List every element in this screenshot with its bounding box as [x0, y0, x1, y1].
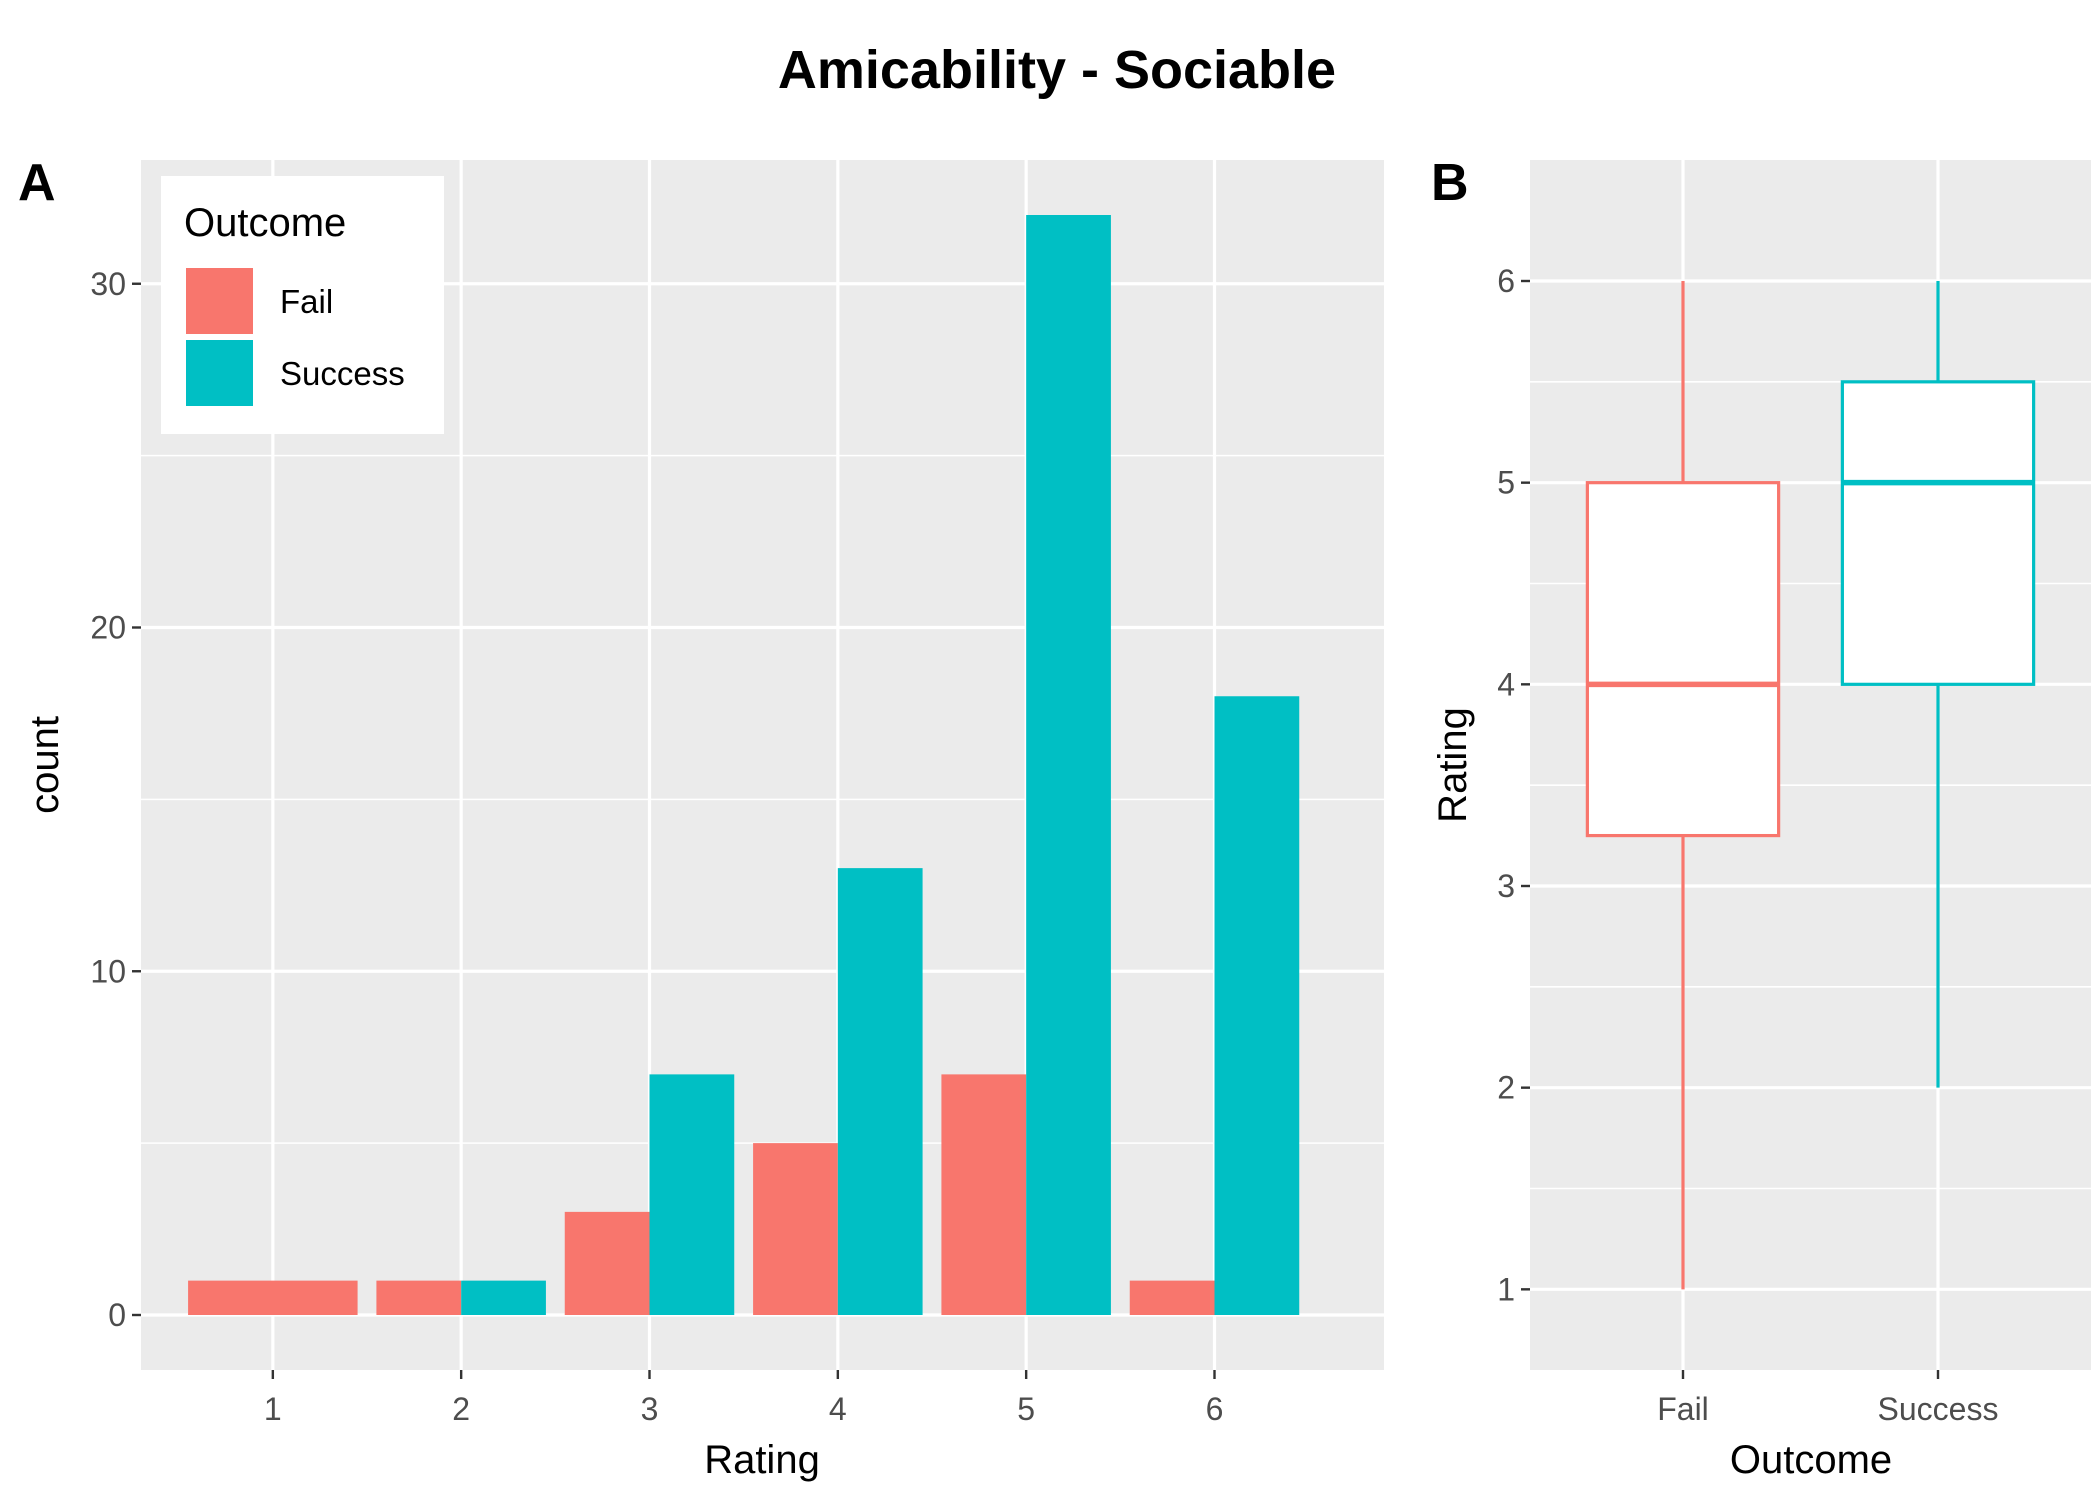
- bar-fail-rating-5: [941, 1074, 1027, 1315]
- y-tick-label-b: 2: [1497, 1070, 1515, 1106]
- legend-swatch-success: [186, 340, 253, 406]
- panel-tag-a: A: [18, 154, 56, 212]
- bar-success-rating-5: [1026, 215, 1111, 1315]
- y-tick-label-b: 1: [1497, 1271, 1515, 1307]
- x-tick-label-a: 1: [264, 1391, 282, 1427]
- legend-label-success: Success: [280, 355, 405, 392]
- x-tick-label-a: 6: [1206, 1391, 1224, 1427]
- bar-fail-rating-1: [188, 1280, 358, 1315]
- bar-success-rating-6: [1214, 696, 1300, 1315]
- x-tick-label-a: 5: [1017, 1391, 1035, 1427]
- x-tick-label-a: 4: [829, 1391, 847, 1427]
- legend-title: Outcome: [184, 201, 346, 245]
- boxes-b: [1585, 281, 2036, 1290]
- legend: Outcome Fail Success: [161, 176, 444, 434]
- x-axis-label-b: Outcome: [1730, 1438, 1892, 1482]
- y-tick-label-a: 30: [90, 266, 126, 302]
- figure-title: Amicability - Sociable: [778, 40, 1336, 100]
- y-tick-label-a: 20: [90, 610, 126, 646]
- x-tick-label-b: Success: [1878, 1391, 1999, 1427]
- bar-success-rating-2: [461, 1280, 546, 1315]
- y-tick-label-b: 3: [1497, 868, 1515, 904]
- x-ticks-b: Fail Success: [1657, 1370, 1998, 1427]
- panel-a: A 0 10 20 30 1 2 3 4 5 6 Rating count Outcome Fa…: [18, 154, 1384, 1482]
- panel-tag-b: B: [1431, 154, 1469, 212]
- bar-success-rating-4: [837, 868, 923, 1315]
- y-axis-label-a: count: [23, 716, 67, 814]
- y-ticks-b: 1 2 3 4 5 6: [1497, 263, 1530, 1307]
- y-tick-label-a: 0: [108, 1297, 126, 1333]
- box-success: [1840, 380, 2036, 686]
- legend-label-fail: Fail: [280, 283, 333, 320]
- y-tick-label-b: 5: [1497, 465, 1515, 501]
- x-ticks-a: 1 2 3 4 5 6: [264, 1370, 1223, 1427]
- x-tick-label-a: 2: [452, 1391, 470, 1427]
- y-tick-label-b: 6: [1497, 263, 1515, 299]
- y-axis-label-b: Rating: [1431, 707, 1475, 823]
- bar-fail-rating-4: [753, 1143, 838, 1315]
- legend-swatch-fail: [186, 268, 253, 334]
- bar-fail-rating-3: [564, 1211, 650, 1315]
- y-tick-label-b: 4: [1497, 666, 1515, 702]
- box-fail: [1585, 481, 1781, 838]
- bar-success-rating-3: [649, 1074, 735, 1315]
- bars-a: [188, 215, 1300, 1315]
- x-axis-label-a: Rating: [704, 1438, 820, 1482]
- y-ticks-a: 0 10 20 30: [90, 266, 141, 1333]
- panel-b: B 1 2 3 4 5 6 Fail Success Outcome Rating: [1431, 154, 2091, 1482]
- y-tick-label-a: 10: [90, 953, 126, 989]
- x-tick-label-a: 3: [641, 1391, 659, 1427]
- x-tick-label-b: Fail: [1657, 1391, 1709, 1427]
- bar-fail-rating-2: [376, 1280, 462, 1315]
- bar-fail-rating-6: [1129, 1280, 1215, 1315]
